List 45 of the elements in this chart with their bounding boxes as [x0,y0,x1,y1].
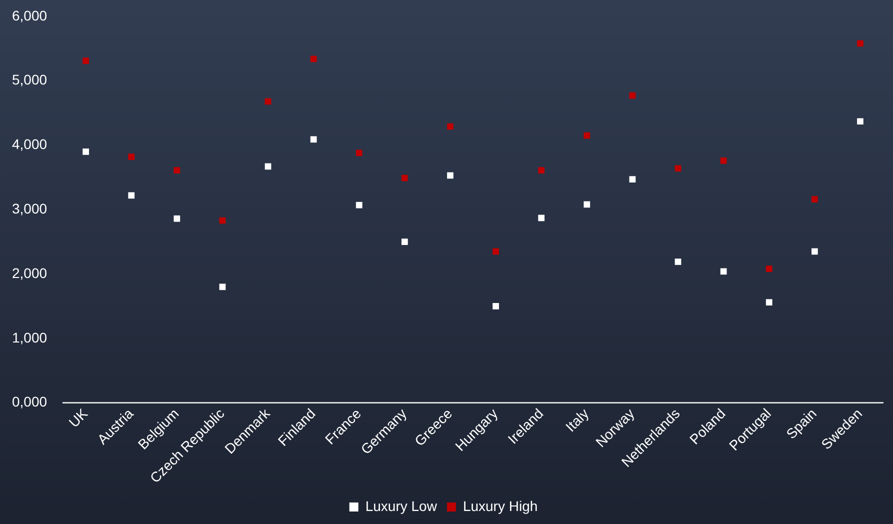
point [264,98,272,105]
point [356,150,362,156]
point [402,174,408,182]
point [629,92,636,99]
point [128,192,135,199]
legend-label: Luxury Low [365,498,438,514]
x-tick-label: UK [66,404,92,430]
y-tick-label: 2,000 [12,264,48,281]
point [310,56,317,62]
legend-label: Luxury High [462,498,538,514]
point [174,167,180,174]
point [538,214,545,222]
point [811,248,818,255]
point [857,40,864,47]
point [492,248,499,255]
y-tick-label: 1,000 [12,329,48,346]
point [82,58,89,64]
point [447,123,454,130]
y-tick-label: 6,000 [12,7,48,24]
point [857,118,864,125]
point [766,299,772,306]
point [219,284,226,290]
point [402,238,408,245]
y-tick-label: 5,000 [12,72,48,88]
point [538,167,545,174]
y-tick-label: 4,000 [12,136,48,152]
point [766,266,772,272]
point [811,196,818,202]
point [584,201,590,208]
point [720,157,727,164]
point [629,176,636,183]
point [174,215,180,222]
point [447,172,454,179]
point [674,165,682,172]
point [356,202,362,208]
point [310,136,317,143]
y-tick-label: 0,000 [12,394,48,410]
point [492,303,499,310]
point [720,268,727,275]
point [584,132,590,139]
x-tick-label: Italy [562,405,592,435]
point [82,148,89,155]
point [674,258,682,265]
point [128,154,135,160]
y-tick-label: 3,000 [12,200,48,216]
